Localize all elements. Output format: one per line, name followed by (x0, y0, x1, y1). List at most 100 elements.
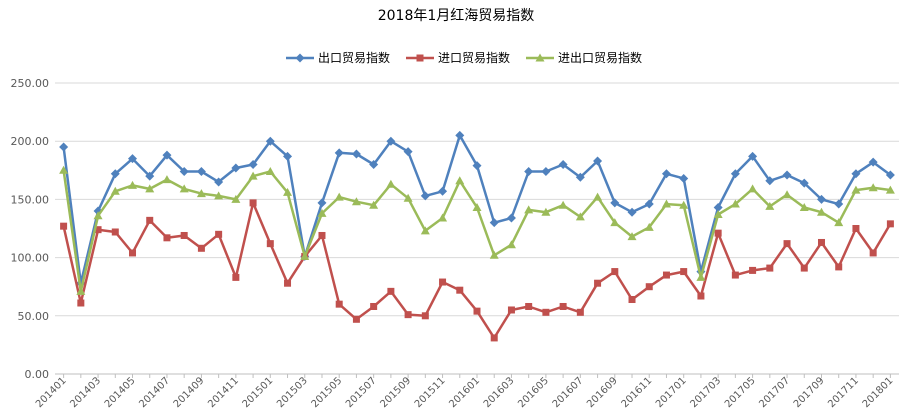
series-1 (59, 130, 895, 288)
data-point-square (180, 231, 188, 239)
data-point-diamond (196, 166, 206, 176)
x-tick-label: 201601 (447, 375, 482, 410)
x-tick-label: 201705 (723, 375, 758, 410)
data-point-diamond (351, 149, 361, 159)
data-point-square (507, 306, 515, 314)
data-point-diamond (179, 166, 189, 176)
data-point-diamond (403, 147, 413, 157)
data-point-square (456, 286, 464, 294)
data-point-triangle (369, 200, 379, 209)
data-point-diamond (455, 130, 465, 140)
data-point-triangle (76, 286, 86, 295)
data-point-square (266, 240, 274, 248)
data-point-square (490, 334, 498, 342)
legend-label: 进口贸易指数 (438, 50, 510, 65)
data-point-triangle (300, 251, 310, 260)
data-point-triangle (438, 213, 448, 222)
data-point-diamond (816, 194, 826, 204)
x-tick-label: 201405 (103, 375, 138, 410)
plot-area (59, 130, 895, 342)
data-point-triangle (455, 176, 465, 185)
data-point-square (714, 229, 722, 237)
data-point-square (111, 228, 119, 236)
data-point-triangle (575, 212, 585, 221)
data-point-diamond (730, 169, 740, 179)
data-point-square (352, 315, 360, 323)
data-point-triangle (834, 218, 844, 227)
data-point-triangle (110, 186, 120, 195)
data-point-triangle (179, 184, 189, 193)
data-point-square (594, 279, 602, 287)
data-point-square (473, 307, 481, 315)
gridlines (55, 82, 899, 375)
data-point-diamond (420, 191, 430, 201)
data-point-square (886, 220, 894, 228)
data-point-diamond (782, 170, 792, 180)
legend-label: 出口贸易指数 (318, 50, 390, 65)
data-point-triangle (748, 184, 758, 193)
data-point-diamond (386, 136, 396, 146)
data-point-triangle (248, 171, 258, 180)
data-point-triangle (610, 218, 620, 227)
data-point-square (835, 263, 843, 271)
data-point-triangle (506, 240, 516, 249)
data-point-square (645, 283, 653, 291)
data-point-triangle (851, 185, 861, 194)
data-point-square (318, 231, 326, 239)
x-tick-label: 201411 (206, 375, 241, 410)
data-point-diamond (128, 154, 138, 164)
series-2 (60, 199, 894, 342)
data-point-triangle (317, 208, 327, 217)
data-point-square (749, 266, 757, 274)
legend-marker (295, 53, 305, 63)
data-point-diamond (283, 151, 293, 161)
data-point-diamond (851, 169, 861, 179)
data-point-diamond (834, 199, 844, 209)
x-tick-label: 201501 (241, 375, 276, 410)
data-point-square (370, 302, 378, 310)
data-point-diamond (679, 173, 689, 183)
data-point-diamond (575, 172, 585, 182)
data-point-diamond (661, 169, 671, 179)
data-point-diamond (524, 166, 534, 176)
data-point-diamond (317, 198, 327, 208)
data-point-diamond (231, 163, 241, 173)
data-point-diamond (162, 150, 172, 160)
data-point-square (197, 244, 205, 252)
data-point-triangle (265, 166, 275, 175)
data-point-square (852, 225, 860, 232)
x-tick-label: 201409 (172, 375, 207, 410)
data-point-diamond (885, 170, 895, 180)
data-point-diamond (472, 161, 482, 171)
data-point-diamond (627, 207, 637, 217)
data-point-triangle (334, 192, 344, 201)
data-point-triangle (558, 200, 568, 209)
data-point-diamond (644, 199, 654, 209)
data-point-triangle (472, 203, 482, 212)
x-tick-label: 201703 (688, 375, 723, 410)
data-point-diamond (248, 159, 258, 169)
data-point-triangle (765, 201, 775, 210)
x-tick-label: 201801 (861, 375, 896, 410)
data-point-diamond (610, 198, 620, 208)
data-point-square (662, 271, 670, 279)
data-point-triangle (593, 192, 603, 201)
data-point-square (60, 222, 68, 230)
data-point-triangle (782, 190, 792, 199)
y-tick-label: 0.00 (25, 368, 50, 381)
x-tick-label: 201507 (344, 375, 379, 410)
data-point-diamond (713, 203, 723, 213)
y-axis: 0.00 50.00 100.00 150.00 200.00 250.00 (11, 77, 50, 381)
data-point-triangle (541, 207, 551, 216)
x-tick-label: 201509 (378, 375, 413, 410)
x-tick-label: 201603 (482, 375, 517, 410)
data-point-square (800, 264, 808, 272)
data-point-triangle (696, 272, 706, 281)
data-point-triangle (283, 187, 293, 196)
data-point-square (163, 234, 171, 242)
x-tick-label: 201407 (137, 375, 172, 410)
data-point-triangle (59, 165, 69, 174)
data-point-square (335, 300, 343, 308)
data-point-diamond (110, 169, 120, 179)
